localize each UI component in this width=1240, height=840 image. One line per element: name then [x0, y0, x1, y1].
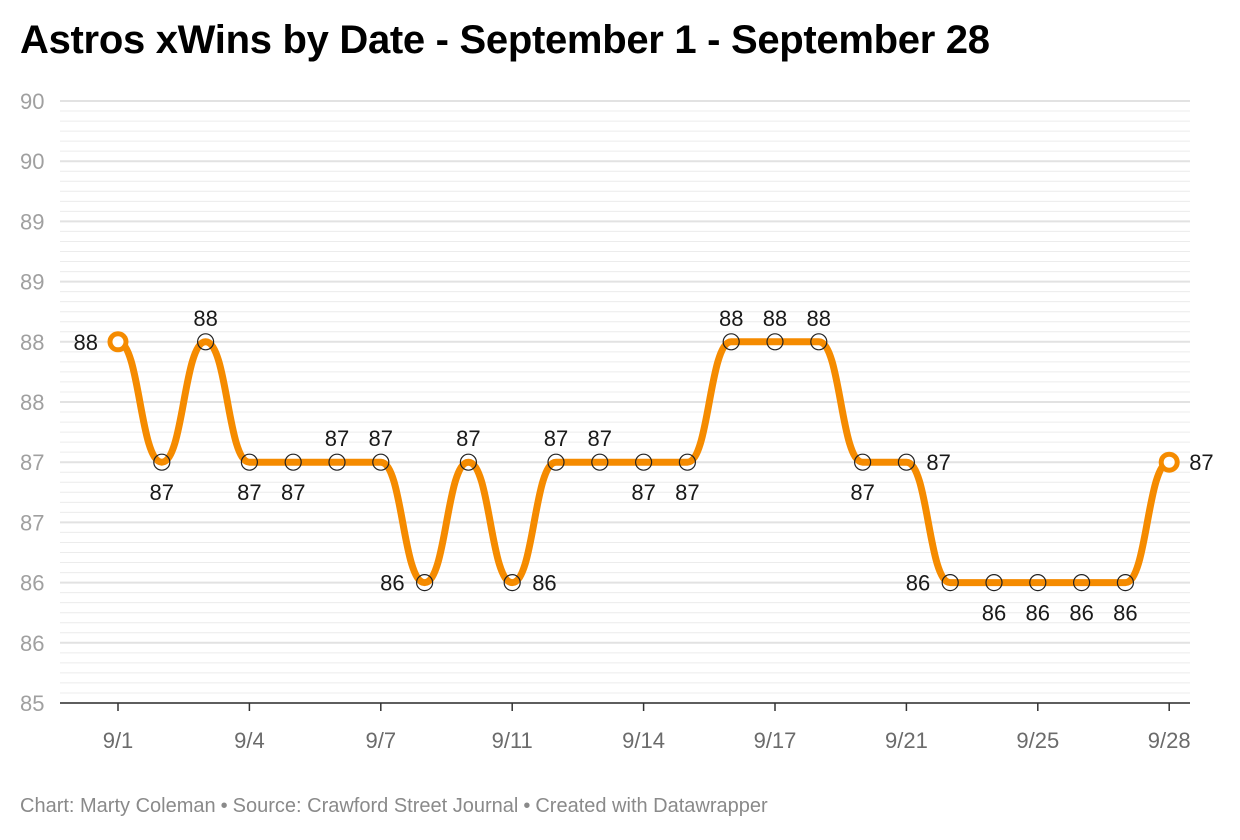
data-point-marker	[328, 453, 346, 471]
data-label: 86	[1113, 601, 1137, 626]
data-points	[107, 331, 1180, 592]
data-point-marker	[897, 453, 916, 471]
data-label: 88	[719, 306, 743, 331]
data-label: 87	[237, 480, 261, 505]
data-label: 87	[369, 426, 393, 451]
data-point-marker	[678, 453, 697, 471]
endpoint-marker	[107, 331, 129, 353]
data-label: 87	[850, 480, 874, 505]
y-tick-label: 90	[20, 149, 44, 174]
x-axis: 9/1 9/4 9/7 9/11 9/14 9/17 9/21 9/25 9/28	[60, 702, 1191, 753]
data-labels: 88 87 88 87 87 87 87 86 87 86 87 87 87 87 88 88 88 87 87 86…	[74, 306, 1214, 626]
data-point-marker	[197, 333, 215, 351]
data-label: 86	[906, 571, 930, 596]
data-label: 87	[325, 426, 349, 451]
series-line	[114, 338, 1173, 587]
x-tick-label: 9/25	[1016, 728, 1059, 753]
data-point-marker	[459, 453, 477, 471]
y-tick-label: 86	[20, 571, 44, 596]
data-point-marker	[1116, 573, 1135, 592]
y-tick-label: 85	[20, 691, 44, 716]
data-label: 88	[807, 306, 831, 331]
data-label: 87	[926, 450, 950, 475]
data-label: 87	[1189, 450, 1213, 475]
data-point-marker	[985, 573, 1003, 592]
chart-footer: Chart: Marty Coleman • Source: Crawford St…	[20, 795, 768, 818]
chart-title: Astros xWins by Date - September 1 - Sep…	[20, 18, 990, 62]
data-label: 88	[74, 330, 98, 355]
data-point-marker	[503, 573, 521, 592]
y-tick-label: 89	[20, 209, 44, 234]
data-point-marker	[1029, 573, 1047, 592]
chart-credit: Chart: Marty Coleman	[20, 795, 216, 817]
data-point-marker	[240, 453, 258, 471]
x-tick-label: 9/11	[492, 728, 533, 753]
data-point-marker	[416, 573, 434, 592]
y-tick-label: 87	[20, 510, 44, 535]
data-point-marker	[153, 453, 171, 471]
x-tick-label: 9/1	[103, 728, 134, 753]
x-tick-label: 9/17	[754, 728, 797, 753]
y-tick-label: 90	[20, 89, 44, 114]
y-tick-label: 89	[20, 270, 44, 295]
footer-separator: •	[220, 795, 228, 817]
data-label: 87	[281, 480, 305, 505]
data-point-marker	[284, 453, 302, 471]
data-point-marker	[591, 453, 609, 471]
data-label: 87	[631, 480, 655, 505]
data-point-marker	[810, 333, 828, 351]
data-label: 88	[763, 306, 787, 331]
data-label: 86	[532, 571, 556, 596]
x-tick-label: 9/21	[885, 728, 928, 753]
line-chart: 85 86 86 87 87 88 88 89 89 90 90 9/1 9/4 9/7 9/11 9/14…	[20, 89, 1214, 753]
endpoint-marker	[1158, 451, 1180, 473]
x-tick-label: 9/14	[622, 728, 665, 753]
data-label: 87	[588, 426, 612, 451]
y-tick-label: 88	[20, 390, 44, 415]
y-tick-label: 87	[20, 450, 44, 475]
data-point-marker	[941, 573, 959, 592]
chart-tool-credit: Created with Datawrapper	[535, 795, 768, 817]
data-point-marker	[547, 453, 565, 471]
x-tick-label: 9/7	[366, 728, 397, 753]
data-label: 87	[675, 480, 699, 505]
data-label: 87	[150, 480, 174, 505]
grid-lines	[60, 100, 1190, 704]
chart-source: Source: Crawford Street Journal	[232, 795, 519, 817]
data-label: 86	[982, 601, 1006, 626]
data-label: 88	[193, 306, 217, 331]
data-point-marker	[1072, 573, 1091, 592]
data-label: 87	[456, 426, 480, 451]
y-axis-ticks: 85 86 86 87 87 88 88 89 89 90 90	[20, 89, 44, 716]
series-line-path	[114, 338, 1173, 587]
data-point-marker	[372, 453, 390, 471]
data-label: 86	[1026, 601, 1050, 626]
y-tick-label: 86	[20, 631, 44, 656]
data-point-marker	[722, 333, 740, 351]
x-tick-label: 9/4	[234, 728, 265, 753]
data-label: 86	[380, 571, 404, 596]
data-point-marker	[766, 333, 784, 351]
data-point-marker	[853, 453, 872, 471]
data-label: 87	[544, 426, 568, 451]
x-tick-label: 9/28	[1148, 728, 1191, 753]
data-point-marker	[634, 453, 653, 471]
data-label: 86	[1069, 601, 1093, 626]
footer-separator: •	[523, 795, 531, 817]
y-tick-label: 88	[20, 330, 44, 355]
